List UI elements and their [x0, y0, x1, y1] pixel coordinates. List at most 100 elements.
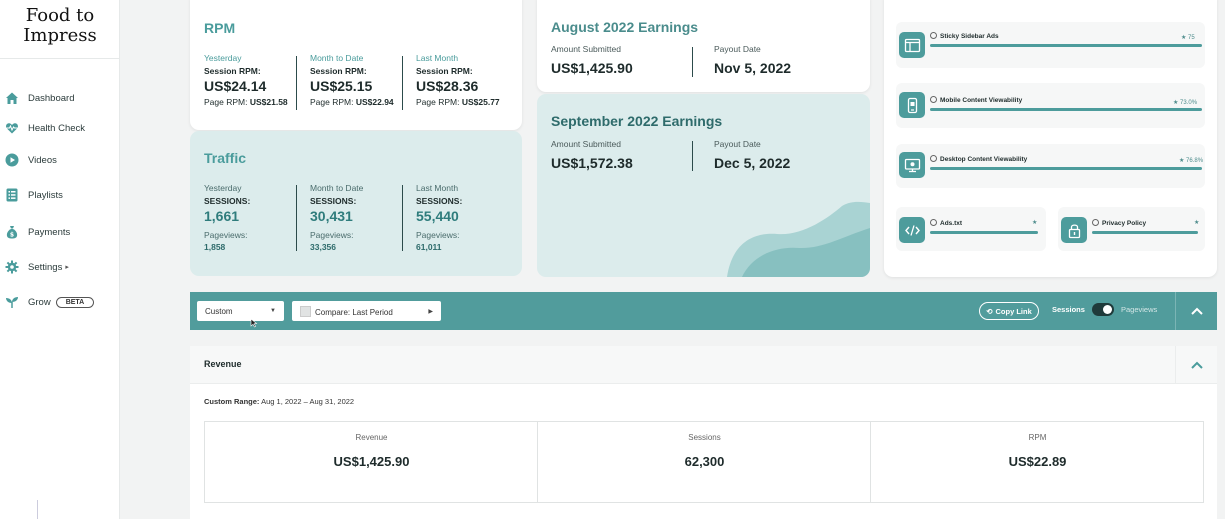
period-label: Yesterday: [204, 53, 242, 63]
stat-value: US$1,425.90: [333, 454, 410, 469]
select-value: Custom: [205, 306, 233, 316]
feature-sticky-sidebar-ads[interactable]: Sticky Sidebar Ads ★ 75: [896, 22, 1205, 68]
feature-name: Privacy Policy: [1092, 219, 1146, 227]
range-value: Aug 1, 2022 – Aug 31, 2022: [261, 397, 355, 406]
section-title: Revenue: [204, 359, 242, 369]
feature-name: Desktop Content Viewability: [930, 155, 1027, 163]
sidebar-item-health-check[interactable]: Health Check: [5, 119, 85, 137]
color-swatch: [300, 305, 311, 317]
sidebar-item-grow[interactable]: Grow BETA: [5, 293, 95, 311]
sidebar-item-videos[interactable]: Videos: [5, 151, 57, 169]
compare-select[interactable]: Compare: Last Period ▶: [292, 301, 441, 321]
lock-icon: [1068, 223, 1080, 238]
caret-down-icon: ▼: [270, 308, 276, 314]
card-title: RPM: [204, 20, 236, 36]
payout-date-block: Payout Date Dec 5, 2022: [714, 139, 790, 171]
play-icon: [5, 153, 19, 167]
sidebar-item-playlists[interactable]: Playlists: [5, 186, 63, 204]
collapse-button[interactable]: [1175, 346, 1217, 384]
feature-mobile-content-viewability[interactable]: Mobile Content Viewability ★ 73.0%: [896, 83, 1205, 128]
gear-icon: [5, 260, 19, 274]
metric-value: US$25.15: [310, 78, 373, 94]
sidebar-item-settings[interactable]: Settings ▸: [5, 258, 69, 276]
site-health-panel: Sticky Sidebar Ads ★ 75 Mobile Content V…: [884, 0, 1217, 277]
sidebar-item-payments[interactable]: $ Payments: [5, 223, 70, 241]
wave-decoration: [727, 201, 870, 277]
page-rpm-label: Page RPM:: [416, 97, 460, 107]
feature-desktop-content-viewability[interactable]: Desktop Content Viewability ★ 76.8%: [896, 144, 1205, 188]
sidebar-item-label: Playlists: [28, 189, 63, 201]
chevron-up-icon: [1190, 307, 1203, 315]
traffic-column-yesterday: Yesterday SESSIONS: 1,661 Pageviews: 1,8…: [204, 183, 250, 252]
sidebar-item-label: Videos: [28, 154, 57, 166]
amount-submitted-value: US$1,572.38: [551, 155, 633, 171]
feature-score: ★ 75: [1181, 35, 1195, 41]
payout-date-value: Nov 5, 2022: [714, 60, 792, 76]
revenue-header[interactable]: Revenue: [190, 346, 1217, 384]
sidebar: Food to Impress Dashboard Health Check V…: [0, 0, 120, 519]
money-bag-icon: $: [6, 226, 18, 239]
traffic-column-last-month: Last Month SESSIONS: 55,440 Pageviews: 6…: [416, 183, 462, 252]
card-title: September 2022 Earnings: [551, 113, 723, 129]
svg-text:$: $: [10, 231, 14, 238]
stat-revenue: Revenue US$1,425.90: [205, 422, 538, 502]
period-label: Last Month: [416, 53, 459, 63]
pageviews-value: 33,356: [310, 242, 336, 252]
home-icon: [6, 92, 18, 104]
metric-value: 30,431: [310, 208, 353, 224]
divider: [296, 56, 297, 110]
period-label: Month to Date: [310, 183, 364, 193]
divider: [692, 47, 693, 77]
collapse-button[interactable]: [1175, 292, 1217, 330]
metric-value: 1,661: [204, 208, 240, 224]
traffic-card: Traffic Yesterday SESSIONS: 1,661 Pagevi…: [190, 131, 522, 276]
feature-name: Ads.txt: [930, 219, 962, 227]
feature-privacy-policy[interactable]: Privacy Policy ★: [1058, 207, 1205, 251]
feature-name: Mobile Content Viewability: [930, 96, 1022, 104]
feature-ads-txt[interactable]: Ads.txt ★: [896, 207, 1046, 251]
feature-score: ★: [1194, 220, 1200, 226]
sidebar-item-dashboard[interactable]: Dashboard: [5, 89, 74, 107]
payout-date-label: Payout Date: [714, 44, 761, 54]
rpm-column-last-month: Last Month Session RPM: US$28.36 Page RP…: [416, 53, 500, 107]
stat-label: Sessions: [688, 433, 721, 442]
chevron-up-icon: [1190, 361, 1203, 369]
divider: [0, 58, 120, 59]
page-rpm-value: US$22.94: [355, 97, 394, 107]
date-range-select[interactable]: Custom ▼: [197, 301, 284, 321]
divider: [296, 185, 297, 251]
copy-link-button[interactable]: ⟲ Copy Link: [979, 302, 1039, 320]
filter-toolbar: Custom ▼ Compare: Last Period ▶ ⟲ Copy Li…: [190, 292, 1217, 330]
pageviews-label: Pageviews:: [416, 230, 460, 240]
metric-toggle[interactable]: [1092, 303, 1114, 316]
site-logo[interactable]: Food to Impress: [0, 6, 120, 46]
payout-date-value: Dec 5, 2022: [714, 155, 791, 171]
payout-date-block: Payout Date Nov 5, 2022: [714, 44, 791, 76]
period-label: Month to Date: [310, 53, 364, 63]
divider: [37, 500, 38, 519]
divider: [402, 56, 403, 110]
divider: [692, 141, 693, 171]
sidebar-item-label: Grow: [28, 296, 51, 308]
select-label: Compare: Last Period: [300, 305, 393, 317]
rpm-column-month-to-date: Month to Date Session RPM: US$25.15 Page…: [310, 53, 394, 107]
divider: [402, 185, 403, 251]
amount-submitted-label: Amount Submitted: [551, 44, 621, 54]
toggle-label-sessions: Sessions: [1052, 305, 1085, 314]
stat-label: Revenue: [355, 433, 388, 442]
metric-label: Session RPM:: [310, 66, 367, 76]
stat-rpm: RPM US$22.89: [871, 422, 1204, 502]
metric-value: US$24.14: [204, 78, 267, 94]
sidebar-layout-icon: [904, 38, 920, 52]
range-label: Custom Range:: [204, 397, 260, 406]
traffic-column-month-to-date: Month to Date SESSIONS: 30,431 Pageviews…: [310, 183, 363, 252]
metric-label: Session RPM:: [204, 66, 261, 76]
amount-submitted-block: Amount Submitted US$1,572.38: [551, 139, 633, 171]
feature-progress-bar: [930, 167, 1202, 170]
feature-name: Sticky Sidebar Ads: [930, 32, 999, 40]
feature-progress-bar: [930, 231, 1038, 234]
feature-icon: [899, 32, 925, 58]
desktop-icon: [904, 158, 920, 172]
link-icon: ⟲: [986, 306, 993, 316]
feature-icon: [899, 152, 925, 178]
